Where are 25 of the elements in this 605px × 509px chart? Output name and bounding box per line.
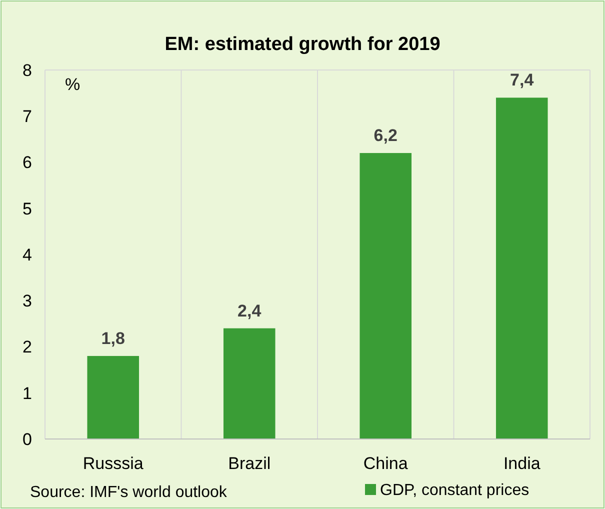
x-tick-label: China [363, 454, 408, 473]
y-axis-title: % [65, 75, 80, 94]
y-tick-label: 0 [22, 430, 32, 449]
y-tick-label: 6 [22, 153, 32, 172]
x-tick-label: India [503, 454, 541, 473]
legend-label: GDP, constant prices [380, 482, 530, 499]
y-tick-label: 5 [22, 199, 32, 218]
data-label: 1,8 [101, 328, 125, 348]
x-tick-label: Brazil [228, 454, 271, 473]
bar [496, 98, 548, 439]
y-tick-label: 4 [22, 245, 32, 264]
bar [87, 356, 140, 439]
data-label: 7,4 [510, 70, 534, 90]
bar [360, 153, 412, 439]
y-tick-label: 7 [22, 107, 32, 126]
y-tick-label: 3 [22, 292, 32, 311]
chart-title: EM: estimated growth for 2019 [164, 34, 440, 55]
y-tick-label: 2 [22, 338, 32, 357]
source-note: Source: IMF's world outlook [30, 484, 228, 501]
y-tick-label: 8 [22, 60, 32, 80]
x-tick-label: Russsia [82, 454, 144, 473]
data-label: 6,2 [374, 126, 398, 146]
bar [223, 328, 276, 439]
y-tick-label: 1 [22, 384, 32, 403]
data-label: 2,4 [238, 301, 262, 320]
